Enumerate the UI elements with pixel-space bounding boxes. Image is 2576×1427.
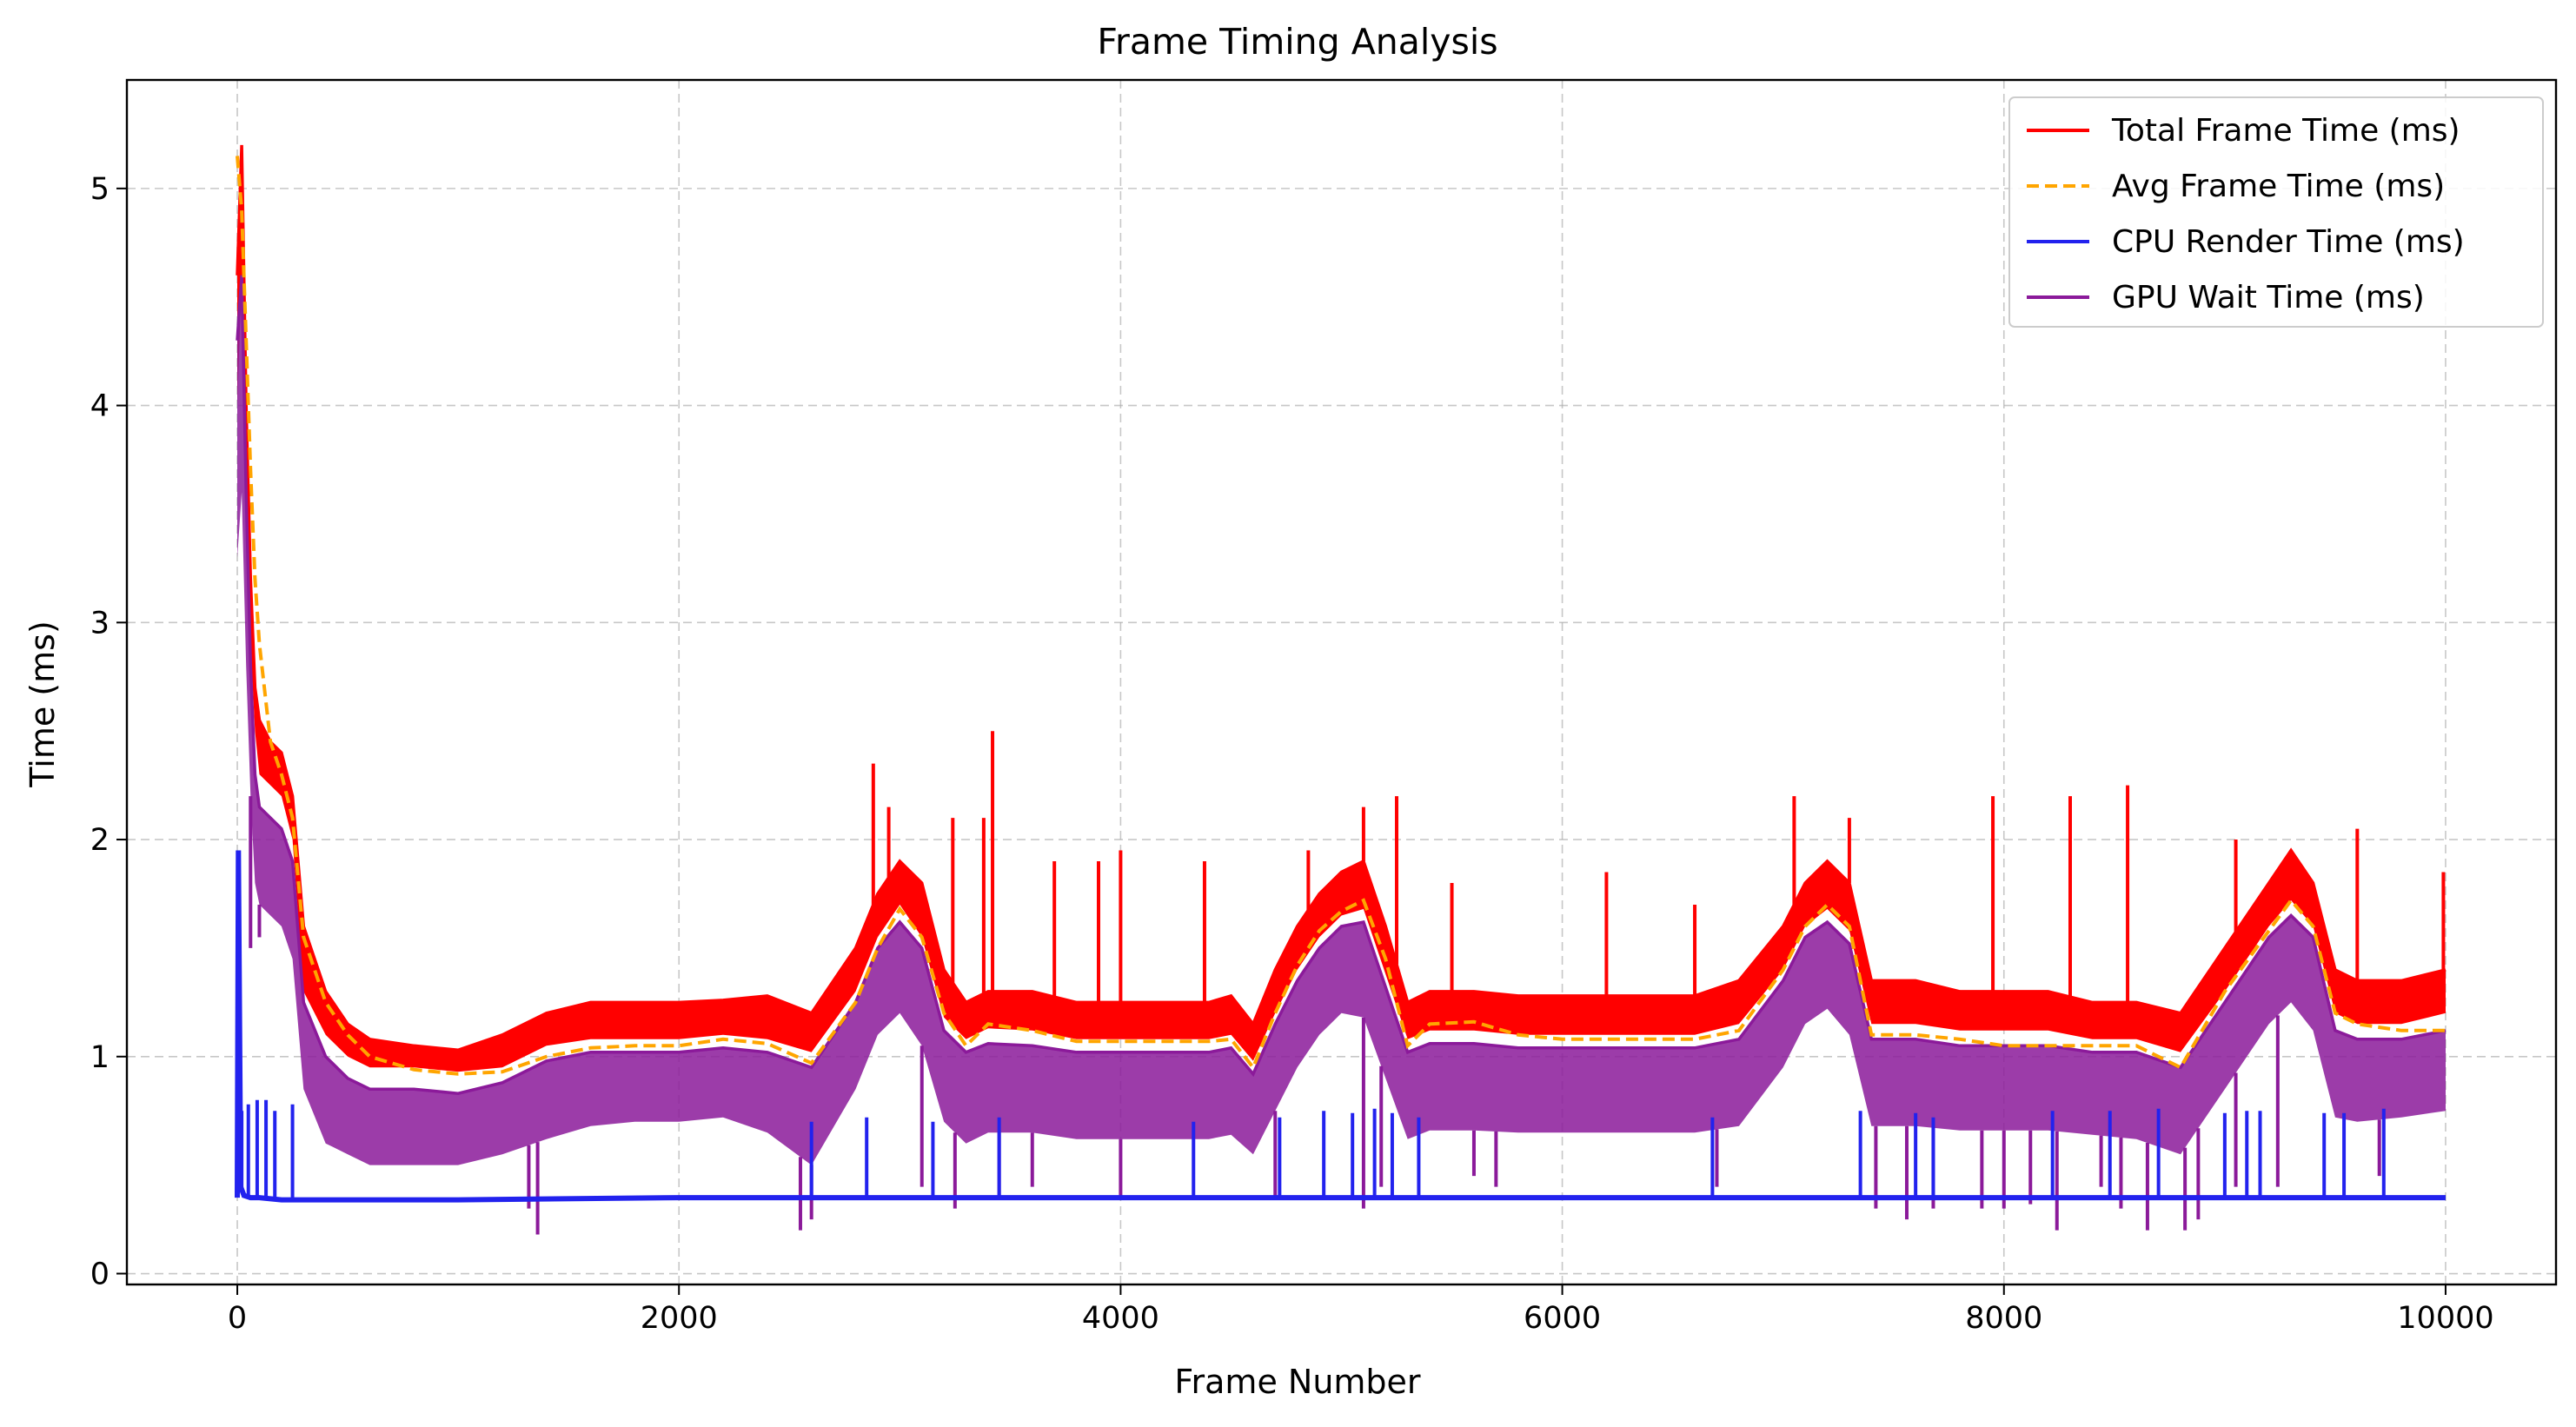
grid [127,80,2556,1284]
x-tick-label: 10000 [2397,1301,2493,1336]
y-tick-label: 4 [90,389,110,424]
series-avg-frame-time-line [236,156,2446,1076]
y-tick-label: 0 [90,1258,110,1292]
y-axis-label: Time (ms) [23,621,62,788]
chart-title: Frame Timing Analysis [1097,21,1497,63]
plot-frame [125,78,2558,1286]
series-total-frame-time-band [237,144,2446,1072]
plot-series [235,144,2447,1235]
x-tick-label: 8000 [1965,1301,2042,1336]
x-tick-label: 0 [228,1301,247,1336]
y-tick-label: 5 [90,172,110,207]
x-tick-label: 2000 [641,1301,718,1336]
legend-label: GPU Wait Time (ms) [2112,280,2425,315]
x-tick-label: 4000 [1082,1301,1159,1336]
y-tick-label: 2 [90,823,110,858]
series-gpu-wait-time-band [237,275,2446,1165]
legend: Total Frame Time (ms) Avg Frame Time (ms)… [2008,96,2544,328]
y-tick-label: 1 [90,1040,110,1075]
x-axis-label: Frame Number [1174,1363,1421,1401]
x-tick-label: 6000 [1524,1301,1601,1336]
axis-ticks: 0 2000 4000 6000 8000 10000 0 1 2 3 4 5 [90,172,2494,1336]
y-tick-label: 3 [90,606,110,640]
series-cpu-render-time-line [235,850,2446,1203]
legend-label: Total Frame Time (ms) [2111,113,2460,149]
series-total-frame-time-line [236,144,2447,1052]
legend-label: Avg Frame Time (ms) [2112,169,2445,204]
legend-box [2008,96,2544,328]
legend-label: CPU Render Time (ms) [2112,224,2465,260]
